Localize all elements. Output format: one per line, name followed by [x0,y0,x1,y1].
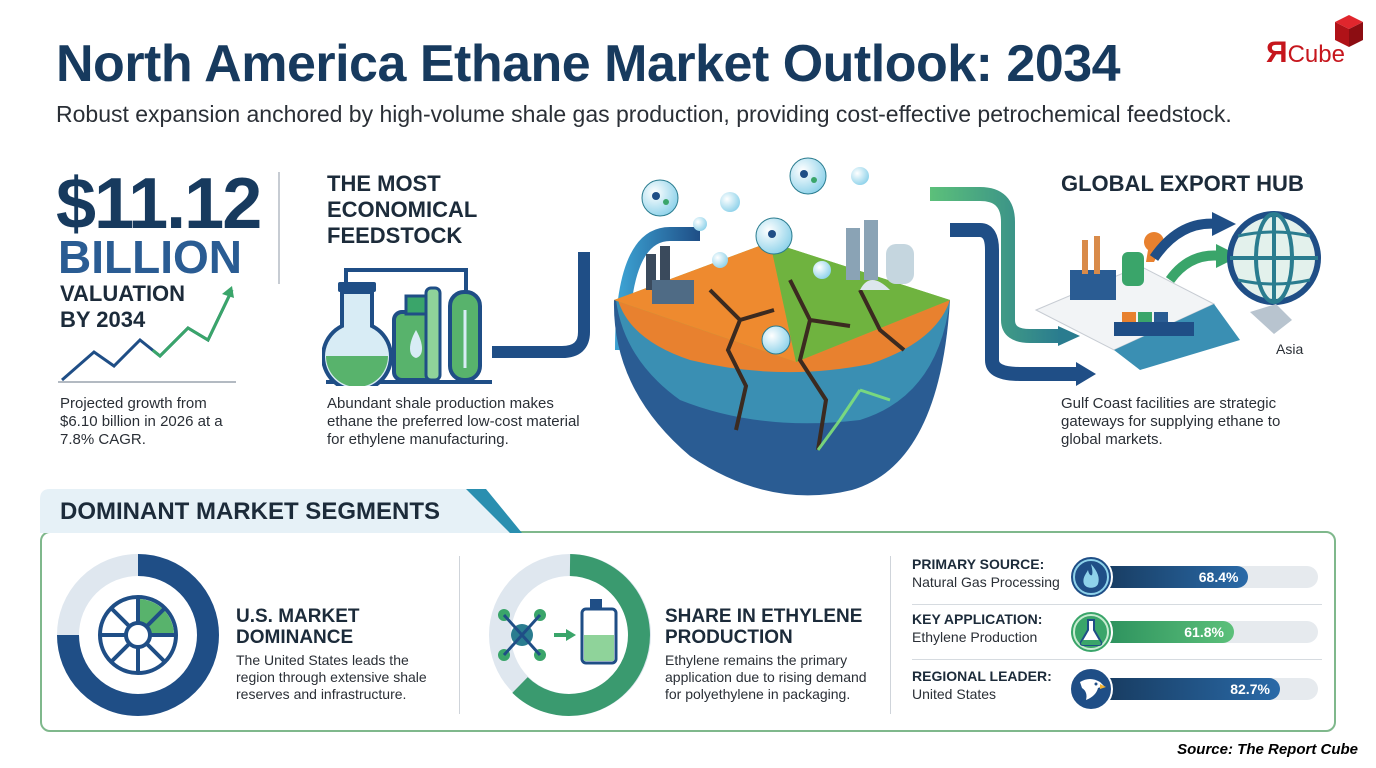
metric-row-key-application: KEY APPLICATION: Ethylene Production 61.… [912,609,1322,655]
valuation-description: Projected growth from $6.10 billion in 2… [60,395,223,448]
progress-fill: 82.7% [1098,678,1280,700]
metric-value: 68.4% [1198,569,1239,585]
segments-header-tab [40,489,522,533]
section-divider [278,172,280,284]
region-label-asia: Asia [1276,341,1304,357]
flame-icon [1069,555,1113,599]
valuation-label: VALUATION BY 2034 [60,281,186,332]
metric-label: REGIONAL LEADER: [912,668,1052,684]
metric-value: 61.8% [1184,624,1224,640]
export-port-illustration [1034,211,1321,370]
feedstock-description: Abundant shale production makes ethane t… [327,395,580,448]
page-subtitle: Robust expansion anchored by high-volume… [56,101,1232,127]
progress-track: 61.8% [1098,621,1318,643]
cube-icon [1335,15,1363,47]
segment-divider [459,556,460,714]
metric-label: KEY APPLICATION: [912,611,1043,627]
feedstock-title: THE MOST ECONOMICAL FEEDSTOCK [327,171,477,248]
metric-separator [912,659,1322,660]
flask-icon [1069,610,1113,654]
segments-title: DOMINANT MARKET SEGMENTS [60,498,440,525]
export-description: Gulf Coast facilities are strategic gate… [1061,395,1281,448]
shale-earth-illustration [613,157,1096,496]
export-title: GLOBAL EXPORT HUB [1061,171,1304,196]
eagle-icon [1069,667,1113,711]
logo-r-glyph: Я [1266,36,1288,69]
metric-value: 82.7% [1230,681,1270,697]
ethylene-share-title: SHARE IN ETHYLENE PRODUCTION [665,606,863,648]
report-cube-logo: ЯCube [1266,14,1370,69]
ethylene-share-description: Ethylene remains the primary application… [665,652,867,702]
valuation-unit: BILLION [58,231,242,283]
growth-trend-icon [58,286,236,383]
metric-separator [912,604,1322,605]
metric-sub: Natural Gas Processing [912,574,1060,590]
metric-row-regional-leader: REGIONAL LEADER: United States 82.7% [912,666,1322,712]
progress-fill: 61.8% [1098,621,1234,643]
progress-track: 68.4% [1098,566,1318,588]
page-title: North America Ethane Market Outlook: 203… [56,35,1121,93]
ethylene-share-donut [489,554,651,716]
logo-text: Cube [1287,41,1345,68]
segment-divider [890,556,891,714]
metric-sub: United States [912,686,997,702]
valuation-amount: $11.12 [56,164,262,244]
lab-flasks-illustration [322,252,590,386]
metric-sub: Ethylene Production [912,629,1038,645]
progress-track: 82.7% [1098,678,1318,700]
us-dominance-title: U.S. MARKET DOMINANCE [236,606,360,648]
metric-label: PRIMARY SOURCE: [912,556,1045,572]
metric-row-primary-source: PRIMARY SOURCE: Natural Gas Processing 6… [912,554,1322,600]
us-dominance-donut [57,554,219,716]
us-dominance-description: The United States leads the region throu… [236,652,427,702]
source-credit: Source: The Report Cube [1177,741,1358,758]
progress-fill: 68.4% [1098,566,1249,588]
